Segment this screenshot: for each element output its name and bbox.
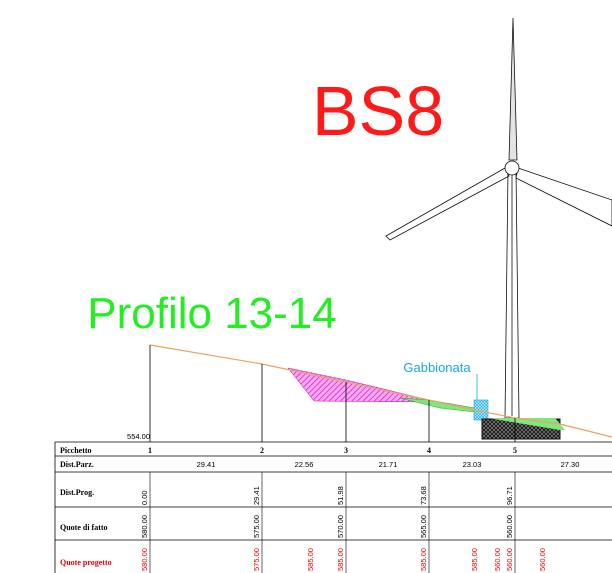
- partial-distance: 21.71: [379, 460, 398, 469]
- station: 5: [513, 446, 517, 455]
- title: BS8: [312, 72, 444, 150]
- design-elevation: 585.00: [336, 548, 345, 571]
- existing-elevation: 565.00: [419, 515, 428, 538]
- station: 3: [344, 446, 348, 455]
- design-elevation: 575.00: [252, 548, 261, 571]
- design-elevation: 585.00: [470, 548, 479, 571]
- existing-elevation: 570.00: [336, 515, 345, 538]
- design-elevation: 585.00: [419, 548, 428, 571]
- station: 1: [148, 446, 152, 455]
- ground-line: [149, 344, 612, 438]
- progressive-distance: 51.98: [336, 486, 345, 505]
- station: 4: [427, 446, 431, 455]
- row-label: Picchetto: [60, 446, 92, 455]
- turbine: [385, 17, 612, 419]
- design-elevation: 580.00: [140, 548, 149, 571]
- existing-elevation: 580.00: [140, 515, 149, 538]
- design-elevation: 560.00: [493, 548, 502, 571]
- design-elevation: 585.00: [306, 548, 315, 571]
- progressive-distance: 73.68: [419, 486, 428, 505]
- partial-distance: 23.03: [463, 460, 482, 469]
- fill-area: [399, 397, 476, 413]
- annotation: Gabbionata: [403, 360, 471, 375]
- progressive-distance: 29.41: [252, 486, 261, 505]
- station: 2: [260, 446, 264, 455]
- row-label: Quote progetto: [60, 558, 112, 567]
- fill-area: [488, 418, 565, 430]
- profile-title: Profilo 13-14: [87, 289, 336, 338]
- design-elevation: 560.00: [505, 548, 514, 571]
- station-lines: [149, 345, 516, 442]
- datum: 554.00: [127, 432, 150, 441]
- partial-distance: 27.30: [561, 460, 580, 469]
- existing-elevation: 560.00: [505, 515, 514, 538]
- partial-distance: 22.56: [295, 460, 314, 469]
- existing-elevation: 575.00: [252, 515, 261, 538]
- row-label: Dist.Prog.: [60, 488, 94, 497]
- column-lines: [149, 472, 516, 573]
- row-label: Quote di fatto: [60, 523, 108, 532]
- progressive-distance: 0.00: [140, 490, 149, 505]
- row-label: Dist.Parz.: [60, 460, 94, 469]
- table-grid: [54, 441, 612, 573]
- design-elevation: 560.00: [538, 548, 547, 571]
- progressive-distance: 96.71: [505, 486, 514, 505]
- partial-distance: 29.41: [197, 460, 216, 469]
